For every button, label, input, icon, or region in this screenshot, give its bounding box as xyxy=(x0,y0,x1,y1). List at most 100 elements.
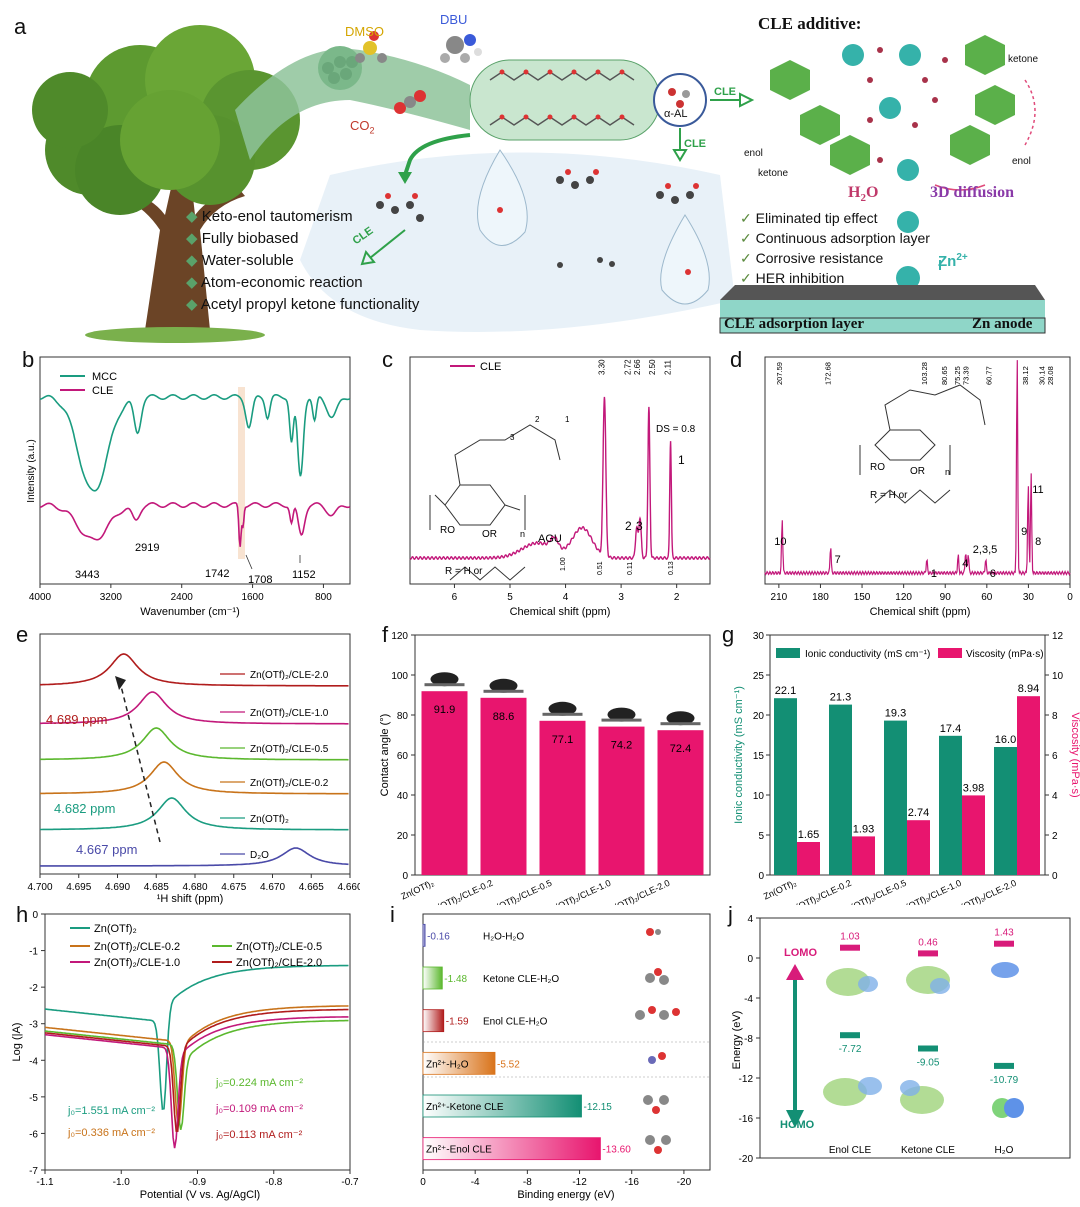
benefit-item: ✓ Continuous adsorption layer xyxy=(740,230,930,246)
panel-e: e Zn(OTf)₂/CLE-2.0 Zn(OTf)₂/CLE-1.0 Zn(OTf… xyxy=(0,620,363,905)
ketone-label-2: ketone xyxy=(758,168,789,179)
dbu-molecule xyxy=(440,34,482,63)
lumo-level xyxy=(840,944,860,951)
droplet-image xyxy=(430,672,459,687)
bar-value-label: -0.16 xyxy=(427,931,450,942)
x-axis-title: Chemical shift (ppm) xyxy=(870,606,971,618)
molecule-thumbnails xyxy=(635,928,680,1154)
x-tick-label: -0.7 xyxy=(341,1177,359,1188)
y-tick-label: -5 xyxy=(29,1093,38,1104)
binding-energy-chart: -0.16 H₂O-H₂O -1.48 Ketone CLE-H₂O -1.59 Enol… xyxy=(420,913,711,1201)
peak-top-label: 38.12 xyxy=(1021,366,1030,385)
y-tick-label: -16 xyxy=(739,1114,754,1125)
cellulose-fiber xyxy=(235,48,470,160)
x-tick-label: 120 xyxy=(895,592,912,603)
bar-conductivity xyxy=(774,698,797,875)
co2-molecule xyxy=(394,90,426,114)
y-tick-label: 5 xyxy=(758,831,764,842)
peak-top-label: 75.25 xyxy=(953,366,962,385)
legend-label: D₂O xyxy=(250,850,269,861)
feature-item: ◆ Acetyl propyl ketone functionality xyxy=(186,296,420,313)
j0-label-cle20: j₀=0.113 mA cm⁻² xyxy=(215,1129,303,1141)
bar-value-label: 77.1 xyxy=(552,734,573,746)
dmso-molecule xyxy=(355,31,387,63)
d-nmr-shift-chart: Zn(OTf)₂/CLE-2.0 Zn(OTf)₂/CLE-1.0 Zn(OTf)₂… xyxy=(27,633,363,905)
peak-label-1152: 1152 xyxy=(292,569,316,581)
series-line xyxy=(44,1019,349,1130)
panel-label-h: h xyxy=(16,902,29,927)
y2-tick-label: 2 xyxy=(1052,831,1058,842)
panel-label-c: c xyxy=(382,347,393,372)
y2-tick-label: 0 xyxy=(1052,871,1058,882)
shift-label-d2o: 4.667 ppm xyxy=(76,842,137,857)
panel-j: j 1.03 -7.72 Enol CLE 0.46 -9.05 Ketone CLE 1.… xyxy=(720,900,1080,1202)
bar-value-label: 21.3 xyxy=(830,692,851,704)
homo-lumo-chart: 1.03 -7.72 Enol CLE 0.46 -9.05 Ketone CLE 1.43… xyxy=(731,914,1071,1165)
x-axis-title: Binding energy (eV) xyxy=(517,1189,614,1201)
panel-b: b 4000 3200 2400 1600 800 MCC CLE 3443 2919 … xyxy=(0,345,360,625)
bar-value-label: -13.60 xyxy=(602,1145,631,1156)
series-line xyxy=(40,797,349,831)
category-label: H₂O-H₂O xyxy=(483,931,524,942)
structure-ro: RO xyxy=(870,462,885,473)
zn-ion-label: Zn2+ xyxy=(938,252,968,270)
x-tick-label: 4.685 xyxy=(144,882,169,893)
y-tick-label: 0 xyxy=(32,910,38,921)
y-tick-label: 0 xyxy=(747,954,753,965)
structure-num-2: 2 xyxy=(535,415,540,424)
droplet-image xyxy=(489,678,518,693)
bar-viscosity xyxy=(907,820,930,875)
peak-top-label: 3.30 xyxy=(597,359,606,375)
series-mcc xyxy=(39,393,351,492)
peak-label-2919: 2919 xyxy=(135,542,159,554)
plot-frame xyxy=(764,356,1071,585)
integral-23: 0.11 xyxy=(627,562,634,575)
bar-value-label: 16.0 xyxy=(995,734,1016,746)
diffusion-label: 3D diffusion xyxy=(930,184,1015,201)
droplet-image xyxy=(607,707,636,722)
legend-label: Zn(OTf)₂/CLE-0.2 xyxy=(94,941,180,953)
y-tick-label: 40 xyxy=(397,791,409,802)
j0-label-cle05: j₀=0.224 mA cm⁻² xyxy=(215,1077,303,1089)
legend-label: Zn(OTf)₂ xyxy=(250,814,289,825)
panel-d: d 210 180 150 120 90 60 30 0 207.59 172.68 103.28… xyxy=(720,345,1080,625)
structure-num-3: 3 xyxy=(510,433,515,442)
bar-viscosity xyxy=(962,795,985,875)
category-label: Zn²⁺-Ketone CLE xyxy=(426,1102,504,1113)
x-tick-label: -20 xyxy=(677,1177,692,1188)
bar-value-label: 8.94 xyxy=(1018,683,1039,695)
y-tick-label: -7 xyxy=(29,1166,38,1177)
structure-ro: RO xyxy=(440,525,455,536)
dmso-label: DMSO xyxy=(345,24,384,39)
cle-additive-graphic xyxy=(770,35,1036,290)
x-axis-title: Potential (V vs. Ag/AgCl) xyxy=(140,1189,260,1201)
structure-r-def: R = H or xyxy=(445,566,483,577)
x-tick-label: -0.8 xyxy=(265,1177,283,1188)
integral-agu: 1.00 xyxy=(560,557,567,571)
peak-top-label: 2.66 xyxy=(633,359,642,375)
panel-label-j: j xyxy=(728,902,733,927)
x-tick-label: 180 xyxy=(812,592,829,603)
peak-top-label: 2.72 xyxy=(624,359,633,375)
gap-arrow-down xyxy=(786,1110,804,1128)
x-tick-label: 4.695 xyxy=(66,882,91,893)
x-axis-title: Wavenumber (cm⁻¹) xyxy=(140,606,240,618)
series-cle xyxy=(764,360,1071,577)
co2-label: CO2 xyxy=(350,118,375,136)
bar xyxy=(422,1137,601,1161)
x-tick-label: 4000 xyxy=(29,592,52,603)
peak-top-label: 80.65 xyxy=(940,366,949,385)
orbital-graphics xyxy=(823,962,1024,1118)
x-tick-label: 150 xyxy=(854,592,871,603)
legend-label-cle: CLE xyxy=(92,385,113,397)
x-tick-label: 4.670 xyxy=(260,882,285,893)
j0-label-cle02: j₀=0.336 mA cm⁻² xyxy=(67,1127,155,1139)
peak-label-1708: 1708 xyxy=(248,574,272,586)
y-tick-label: -12 xyxy=(739,1074,754,1085)
x-tick-label: 0 xyxy=(420,1177,426,1188)
y-tick-label: -4 xyxy=(744,994,753,1005)
peak-top-label: 73.39 xyxy=(961,366,970,385)
homo-value-label: -9.05 xyxy=(917,1058,940,1069)
peak-top-label: 2.50 xyxy=(648,359,657,375)
y-tick-label: 30 xyxy=(753,631,765,642)
